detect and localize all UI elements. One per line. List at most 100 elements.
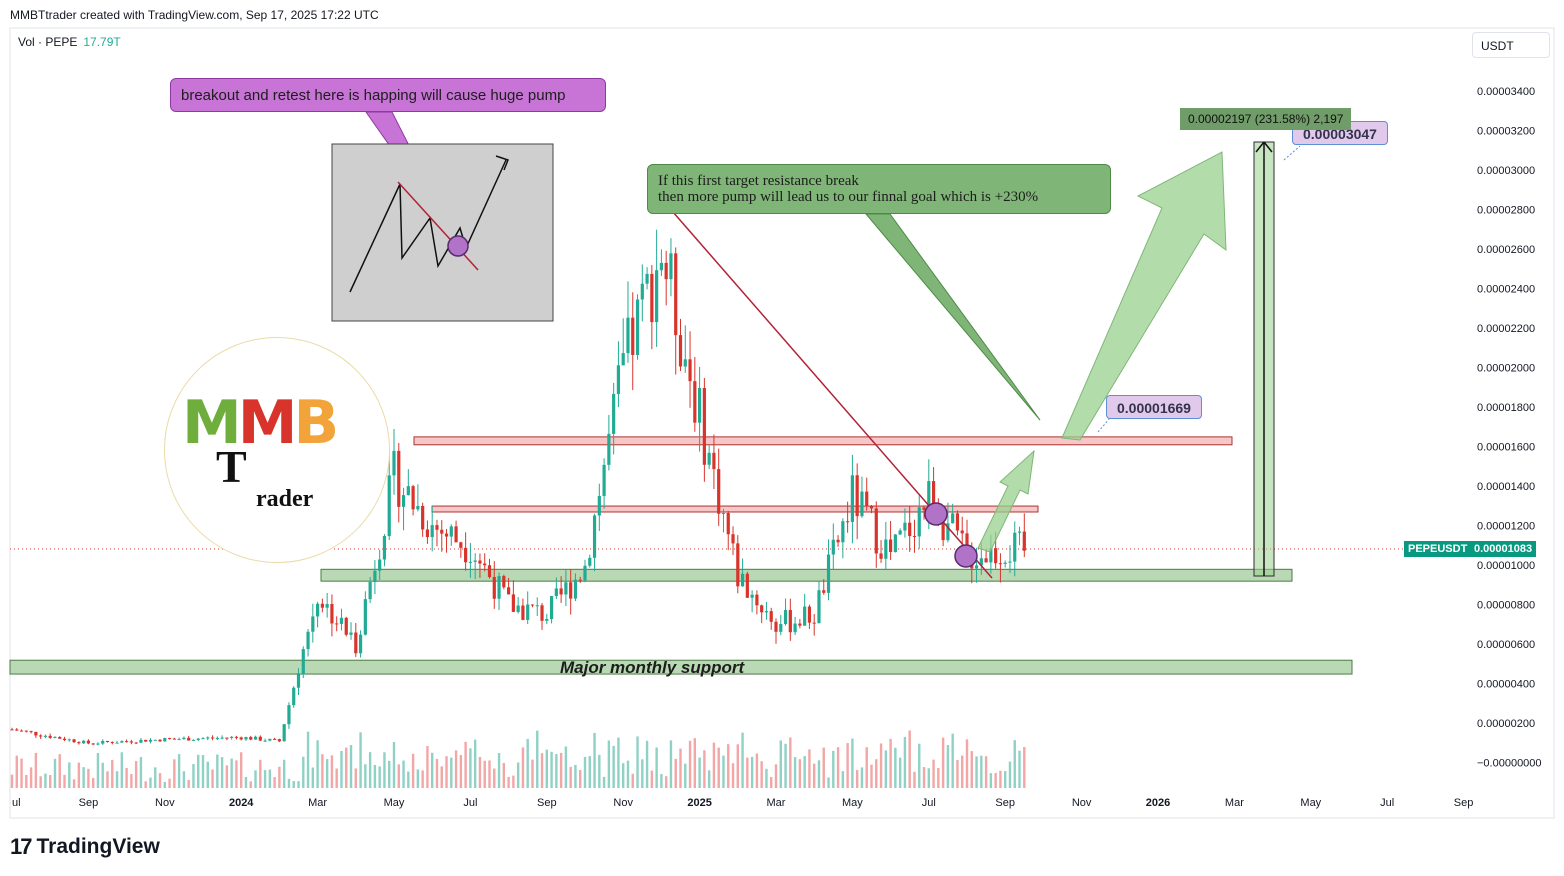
target-callout[interactable]: If this first target resistance break th… <box>647 164 1111 214</box>
volume-bar <box>722 755 725 788</box>
volume-bar <box>693 738 697 788</box>
volume-bar <box>898 757 902 788</box>
volume-bar <box>134 761 138 788</box>
volume-bar <box>450 757 453 788</box>
volume-bar <box>349 745 353 788</box>
volume-bar <box>464 741 467 788</box>
volume-bar <box>531 759 534 788</box>
volume-bar <box>984 756 988 788</box>
volume-bar <box>617 737 620 788</box>
candle-body <box>39 735 43 737</box>
candle-body <box>578 579 582 581</box>
y-tick-label: 0.00002200 <box>1477 323 1535 335</box>
volume-bar <box>244 776 248 788</box>
candle-body <box>946 523 950 541</box>
currency-selector[interactable]: USDT <box>1472 32 1550 58</box>
candle-body <box>363 599 367 635</box>
candle-body <box>803 606 807 626</box>
candle-body <box>664 262 668 280</box>
candle-body <box>884 539 888 559</box>
volume-bar <box>741 732 744 788</box>
volume-bar <box>703 750 706 788</box>
volume-bar <box>669 740 673 788</box>
candle-body <box>526 604 530 620</box>
candle-body <box>464 547 468 563</box>
volume-bar <box>34 752 38 788</box>
volume-legend[interactable]: Vol · PEPE 17.79T <box>18 35 121 49</box>
candle-body <box>1008 561 1012 563</box>
x-tick-label: Jul <box>1380 797 1394 809</box>
candle-body <box>817 590 821 624</box>
volume-bar <box>29 767 33 788</box>
volume-label: Vol · PEPE <box>18 35 78 49</box>
volume-bar <box>478 756 482 788</box>
candle-body <box>631 317 635 355</box>
x-tick-label: Nov <box>155 797 175 809</box>
y-tick-label: 0.00003000 <box>1477 165 1535 177</box>
volume-bar <box>602 776 606 788</box>
volume-bar <box>20 758 23 788</box>
volume-bar <box>970 751 973 788</box>
candle-body <box>698 388 702 423</box>
volume-bar <box>297 781 300 788</box>
retest-marker-2 <box>954 544 978 568</box>
candle-body <box>187 737 191 741</box>
candle-body <box>320 603 324 608</box>
volume-bar <box>827 777 830 788</box>
volume-bar <box>569 766 572 788</box>
x-tick-label: Nov <box>613 797 633 809</box>
volume-bar <box>445 756 448 788</box>
volume-bar <box>197 754 200 788</box>
major-monthly-support-zone <box>9 659 1353 675</box>
candle-body <box>239 737 243 740</box>
volume-bar <box>292 781 295 788</box>
volume-bar <box>922 767 926 788</box>
candle-body <box>965 533 969 550</box>
volume-bar <box>808 749 811 788</box>
volume-bar <box>784 743 787 788</box>
candle-body <box>621 353 625 366</box>
candle-body <box>430 525 434 538</box>
candle-body <box>230 736 234 738</box>
volume-bar <box>679 748 682 788</box>
volume-bar <box>1013 740 1016 788</box>
candle-body <box>535 605 539 607</box>
candle-body <box>1022 531 1026 551</box>
candle-body <box>712 452 716 470</box>
volume-bar <box>173 759 176 788</box>
volume-bar <box>254 770 257 788</box>
x-tick-label: 2026 <box>1146 797 1170 809</box>
price-label-resistance[interactable]: 0.00001669 <box>1106 395 1202 419</box>
volume-bar <box>884 750 888 788</box>
tradingview-logo[interactable]: 17 TradingView <box>10 834 160 860</box>
chart-header: MMBTtrader created with TradingView.com,… <box>10 8 379 22</box>
candle-body <box>258 736 262 741</box>
candle-body <box>850 475 854 522</box>
volume-bar <box>583 756 587 788</box>
candle-body <box>158 739 162 742</box>
candle-body <box>554 588 558 597</box>
volume-bar <box>655 747 658 788</box>
pattern-illustration-arrowhead <box>495 155 509 171</box>
volume-bar <box>182 771 186 788</box>
candle-body <box>540 605 544 621</box>
volume-bar <box>774 764 778 788</box>
volume-bar <box>263 770 267 788</box>
volume-bar <box>168 778 171 788</box>
candle-body <box>917 507 921 537</box>
candle-body <box>655 270 659 323</box>
candle-body <box>449 526 453 537</box>
candle-body <box>292 687 296 706</box>
candle-body <box>511 594 515 612</box>
y-tick-label: 0.00001600 <box>1477 442 1535 454</box>
x-tick-label: Sep <box>1454 797 1474 809</box>
breakout-callout[interactable]: breakout and retest here is happing will… <box>170 78 606 112</box>
volume-bar <box>368 752 372 788</box>
volume-bar <box>469 748 472 788</box>
candle-body <box>769 611 773 622</box>
candle-body <box>616 365 621 394</box>
candle-body <box>569 582 573 599</box>
measure-label[interactable]: 0.00002197 (231.58%) 2,197 <box>1180 108 1352 130</box>
volume-bar <box>913 771 916 788</box>
